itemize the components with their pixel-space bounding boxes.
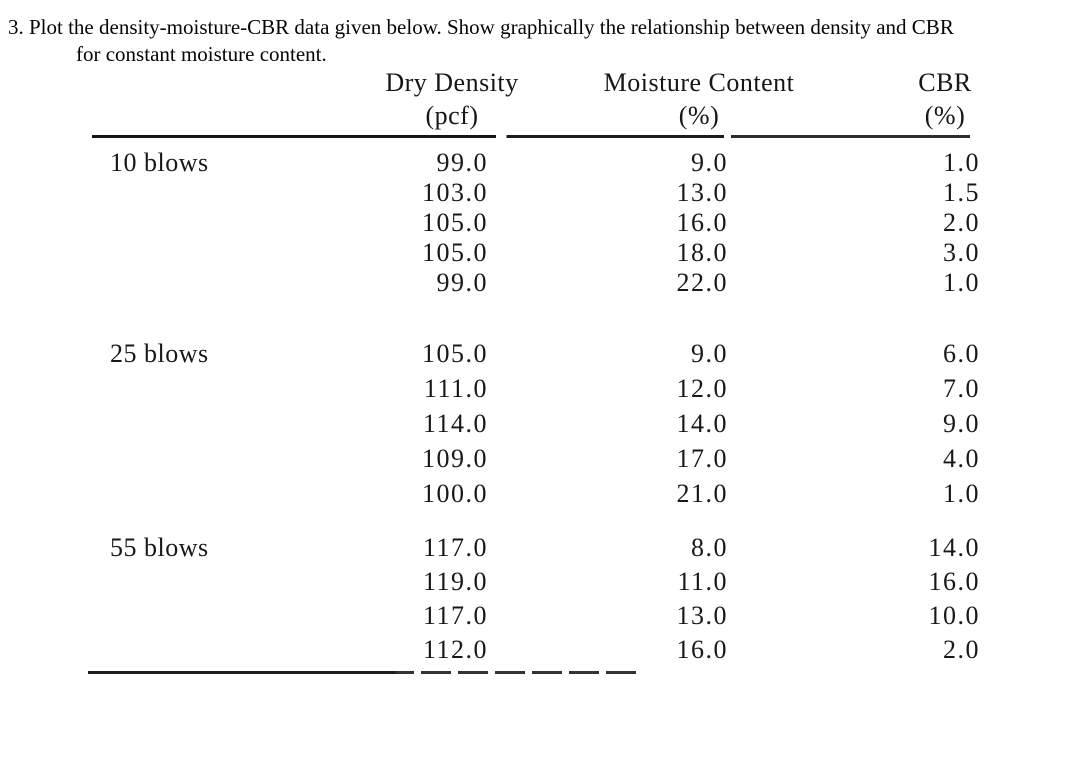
moisture-content-value: 8.0 — [691, 533, 728, 562]
dry-density-value: 105.0 — [422, 338, 488, 368]
column-header-cbr: CBR (%) — [845, 66, 1045, 132]
moisture-content-value: 17.0 — [676, 443, 728, 473]
dry-density-value: 99.0 — [436, 148, 488, 177]
dry-density-value: 117.0 — [422, 601, 488, 630]
dry-density-value: 112.0 — [422, 635, 488, 664]
dry-density-value: 99.0 — [436, 268, 488, 297]
table-group-10-blows: 10 blows 99.0 9.0 1.0 103.0 13.0 1.5 105.0 16.0 2… — [85, 148, 985, 298]
column-header-moisture-content: Moisture Content (%) — [574, 66, 824, 132]
moisture-content-value: 14.0 — [676, 408, 728, 438]
column-unit: (pcf) — [425, 101, 479, 130]
table-header-rule — [92, 135, 970, 138]
table-row: 111.0 12.0 7.0 — [85, 371, 985, 406]
dry-density-value: 109.0 — [422, 443, 488, 473]
column-label: Dry Density — [385, 68, 519, 97]
table-row: 25 blows 105.0 9.0 6.0 — [85, 336, 985, 371]
table-row: 103.0 13.0 1.5 — [85, 178, 985, 208]
table-row: 105.0 18.0 3.0 — [85, 238, 985, 268]
column-header-dry-density: Dry Density (pcf) — [342, 66, 562, 132]
dry-density-value: 114.0 — [422, 408, 488, 438]
group-label: 25 blows — [110, 338, 209, 368]
dry-density-value: 119.0 — [422, 567, 488, 596]
table-row: 117.0 13.0 10.0 — [85, 599, 985, 633]
moisture-content-value: 16.0 — [676, 208, 728, 237]
moisture-content-value: 9.0 — [691, 148, 728, 177]
problem-statement-line2: for constant moisture content. — [76, 42, 327, 66]
table-row: 119.0 11.0 16.0 — [85, 565, 985, 599]
moisture-content-value: 12.0 — [676, 373, 728, 403]
moisture-content-value: 18.0 — [676, 238, 728, 267]
cbr-value: 1.0 — [943, 148, 980, 177]
cbr-value: 9.0 — [943, 408, 980, 438]
table-row: 10 blows 99.0 9.0 1.0 — [85, 148, 985, 178]
moisture-content-value: 13.0 — [676, 601, 728, 630]
problem-statement-line1: 3. Plot the density-moisture-CBR data gi… — [8, 15, 954, 39]
group-label: 10 blows — [110, 148, 209, 177]
table-row: 114.0 14.0 9.0 — [85, 406, 985, 441]
column-label: Moisture Content — [603, 68, 795, 97]
cbr-value: 2.0 — [943, 635, 980, 664]
table-row: 100.0 21.0 1.0 — [85, 476, 985, 511]
cbr-value: 7.0 — [943, 373, 980, 403]
dry-density-value: 111.0 — [423, 373, 488, 403]
cbr-value: 1.0 — [943, 268, 980, 297]
moisture-content-value: 13.0 — [676, 178, 728, 207]
moisture-content-value: 16.0 — [676, 635, 728, 664]
cbr-value: 1.0 — [943, 478, 980, 508]
cbr-value: 4.0 — [943, 443, 980, 473]
column-unit: (%) — [924, 101, 966, 130]
group-label: 55 blows — [110, 533, 209, 562]
cbr-value: 6.0 — [943, 338, 980, 368]
table-group-55-blows: 55 blows 117.0 8.0 14.0 119.0 11.0 16.0 117.0 13… — [85, 531, 985, 667]
table-bottom-rule — [88, 671, 637, 674]
column-unit: (%) — [678, 101, 720, 130]
dry-density-value: 100.0 — [422, 478, 488, 508]
moisture-content-value: 9.0 — [691, 338, 728, 368]
cbr-value: 3.0 — [943, 238, 980, 267]
cbr-value: 14.0 — [928, 533, 980, 562]
dry-density-value: 103.0 — [422, 178, 488, 207]
moisture-content-value: 21.0 — [676, 478, 728, 508]
table-group-25-blows: 25 blows 105.0 9.0 6.0 111.0 12.0 7.0 114.0 14.0… — [85, 336, 985, 511]
cbr-value: 2.0 — [943, 208, 980, 237]
table-row: 105.0 16.0 2.0 — [85, 208, 985, 238]
moisture-content-value: 11.0 — [677, 567, 728, 596]
table-row: 55 blows 117.0 8.0 14.0 — [85, 531, 985, 565]
table-body: 10 blows 99.0 9.0 1.0 103.0 13.0 1.5 105.0 16.0 2… — [85, 148, 985, 667]
column-label: CBR — [918, 68, 972, 97]
moisture-content-value: 22.0 — [676, 268, 728, 297]
table-row: 112.0 16.0 2.0 — [85, 633, 985, 667]
dry-density-value: 105.0 — [422, 208, 488, 237]
cbr-value: 10.0 — [928, 601, 980, 630]
cbr-value: 16.0 — [928, 567, 980, 596]
table-row: 99.0 22.0 1.0 — [85, 268, 985, 298]
cbr-value: 1.5 — [943, 178, 980, 207]
table-row: 109.0 17.0 4.0 — [85, 441, 985, 476]
dry-density-value: 117.0 — [422, 533, 488, 562]
dry-density-value: 105.0 — [422, 238, 488, 267]
